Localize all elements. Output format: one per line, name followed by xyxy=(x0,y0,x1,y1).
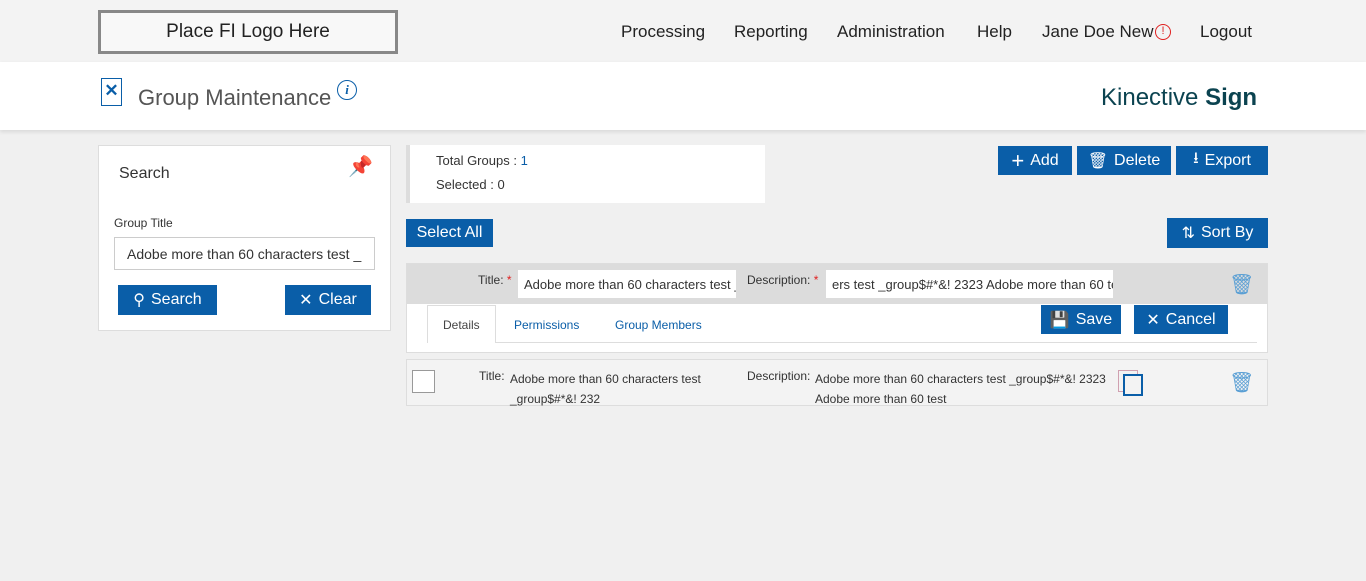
page-title: Group Maintenance xyxy=(138,85,332,110)
sort-by-button[interactable]: ⇅ Sort By xyxy=(1167,218,1268,248)
logo: Place FI Logo Here xyxy=(98,10,398,54)
brand-bold: Sign xyxy=(1205,84,1258,111)
save-label: Save xyxy=(1075,310,1113,328)
sort-icon: ⇅ xyxy=(1181,225,1195,242)
nav-administration[interactable]: Administration xyxy=(837,22,945,41)
select-all-button[interactable]: Select All xyxy=(406,219,493,247)
tab-divider xyxy=(427,342,1257,343)
copy-icon[interactable] xyxy=(1123,374,1143,396)
page-header xyxy=(0,62,1366,130)
nav-logout[interactable]: Logout xyxy=(1200,22,1252,41)
export-label: Export xyxy=(1204,151,1251,169)
search-icon: ⚲ xyxy=(133,292,145,309)
delete-label: Delete xyxy=(1114,151,1161,169)
selected-value: 0 xyxy=(497,177,505,192)
download-icon: ⭳ xyxy=(1193,150,1199,167)
tab-details[interactable] xyxy=(427,305,496,343)
trash-icon: 🗑 xyxy=(1087,152,1109,170)
pin-icon[interactable]: 📌 xyxy=(348,156,373,178)
nav-help[interactable]: Help xyxy=(977,22,1012,41)
edit-title-label: Title: * xyxy=(478,273,512,287)
cancel-label: Cancel xyxy=(1165,310,1216,328)
add-button[interactable]: + Add xyxy=(998,146,1072,175)
tab-group-members[interactable]: Group Members xyxy=(615,318,702,332)
nav-reporting[interactable]: Reporting xyxy=(734,22,808,41)
brand-logo: Kinective Sign xyxy=(1101,84,1257,112)
tab-details-label[interactable]: Details xyxy=(443,318,480,332)
edit-description-input[interactable]: ers test _group$#*&! 2323 Adobe more tha… xyxy=(826,270,1113,298)
nav-user[interactable]: Jane Doe New xyxy=(1042,22,1154,41)
export-button[interactable]: ⭳ Export xyxy=(1176,146,1268,175)
edit-description-label-text: Description: xyxy=(747,273,811,287)
group-title-input[interactable]: Adobe more than 60 characters test _ xyxy=(114,237,375,270)
tab-permissions[interactable]: Permissions xyxy=(514,318,580,332)
add-label: Add xyxy=(1030,151,1059,169)
info-icon[interactable]: i xyxy=(337,80,357,100)
cancel-button[interactable]: ✕ Cancel xyxy=(1134,305,1228,334)
edit-title-label-text: Title: xyxy=(478,273,504,287)
selected-label: Selected : xyxy=(436,177,494,192)
search-button[interactable]: ⚲ Search xyxy=(118,285,217,315)
close-icon: ✕ xyxy=(1146,311,1160,329)
group-title-label: Group Title xyxy=(114,216,173,230)
row-description-value: Adobe more than 60 characters test _grou… xyxy=(815,372,1106,406)
group-maintenance-icon: ✕ xyxy=(101,78,122,106)
edit-description-label: Description: * xyxy=(747,273,819,287)
row-title-value: Adobe more than 60 characters test _grou… xyxy=(510,372,701,406)
total-groups: Total Groups : 1 xyxy=(436,153,528,168)
search-panel-title: Search xyxy=(119,165,170,182)
row-description-label: Description: xyxy=(747,369,811,383)
edit-delete-icon[interactable]: 🗑 xyxy=(1229,274,1255,296)
summary-box xyxy=(406,145,765,203)
plus-icon: + xyxy=(1011,147,1025,173)
close-icon: ✕ xyxy=(299,292,313,309)
save-icon: 💾 xyxy=(1049,311,1070,329)
edit-title-input[interactable]: Adobe more than 60 characters test _g xyxy=(518,270,736,298)
row-checkbox[interactable] xyxy=(412,370,435,393)
save-button[interactable]: 💾 Save xyxy=(1041,305,1121,334)
clear-button-label: Clear xyxy=(318,291,357,308)
delete-button[interactable]: 🗑 Delete xyxy=(1077,146,1171,175)
clear-button[interactable]: ✕ Clear xyxy=(285,285,371,315)
alert-icon[interactable]: ! xyxy=(1155,24,1171,40)
total-groups-label: Total Groups : xyxy=(436,153,517,168)
row-delete-icon[interactable]: 🗑 xyxy=(1229,372,1255,394)
selected-count: Selected : 0 xyxy=(436,177,505,192)
nav-processing[interactable]: Processing xyxy=(621,22,706,41)
total-groups-value: 1 xyxy=(520,153,528,168)
brand-light: Kinective xyxy=(1101,84,1199,111)
search-button-label: Search xyxy=(151,291,202,308)
sort-by-label: Sort By xyxy=(1200,224,1254,241)
row-title-label: Title: xyxy=(479,369,505,383)
